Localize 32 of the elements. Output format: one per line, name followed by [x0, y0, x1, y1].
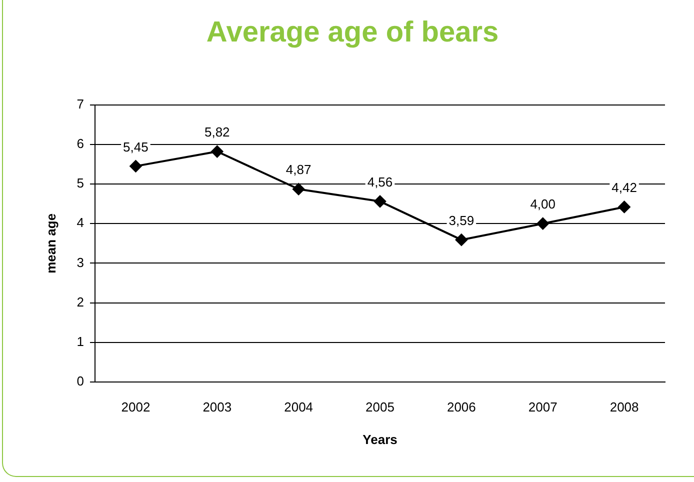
x-tick-label: 2007 [528, 399, 558, 414]
y-axis-title: mean age [43, 213, 58, 274]
data-label: 4,00 [530, 196, 556, 212]
data-label: 4,56 [367, 174, 393, 190]
data-label: 5,82 [204, 124, 230, 140]
point [211, 146, 224, 158]
data-label: 3,59 [448, 212, 474, 228]
x-tick-label: 2004 [284, 399, 314, 414]
y-tick-label: 7 [76, 96, 84, 112]
x-axis-title: Years [362, 432, 398, 447]
data-label: 4,42 [612, 180, 637, 196]
y-tick-label: 5 [76, 176, 84, 191]
x-tick-label: 2002 [121, 399, 150, 414]
point [618, 200, 630, 213]
y-tick-label: 1 [76, 334, 84, 349]
y-tick-label: 0 [76, 374, 84, 389]
x-tick-label: 2006 [446, 399, 476, 414]
point [374, 195, 386, 208]
point [130, 160, 142, 172]
y-tick-label: 2 [76, 294, 84, 310]
point [455, 234, 468, 246]
data-label: 5,45 [123, 139, 148, 154]
y-tick-label: 4 [76, 215, 84, 230]
y-tick-label: 3 [76, 254, 84, 270]
chart-title: Average age of bears [206, 16, 499, 48]
x-tick-label: 2008 [610, 399, 639, 414]
x-tick-label: 2003 [202, 399, 232, 414]
point [536, 218, 549, 230]
point [292, 183, 305, 196]
y-tick-label: 6 [76, 136, 84, 151]
data-label: 4,87 [286, 162, 312, 178]
x-tick-label: 2005 [366, 399, 394, 414]
